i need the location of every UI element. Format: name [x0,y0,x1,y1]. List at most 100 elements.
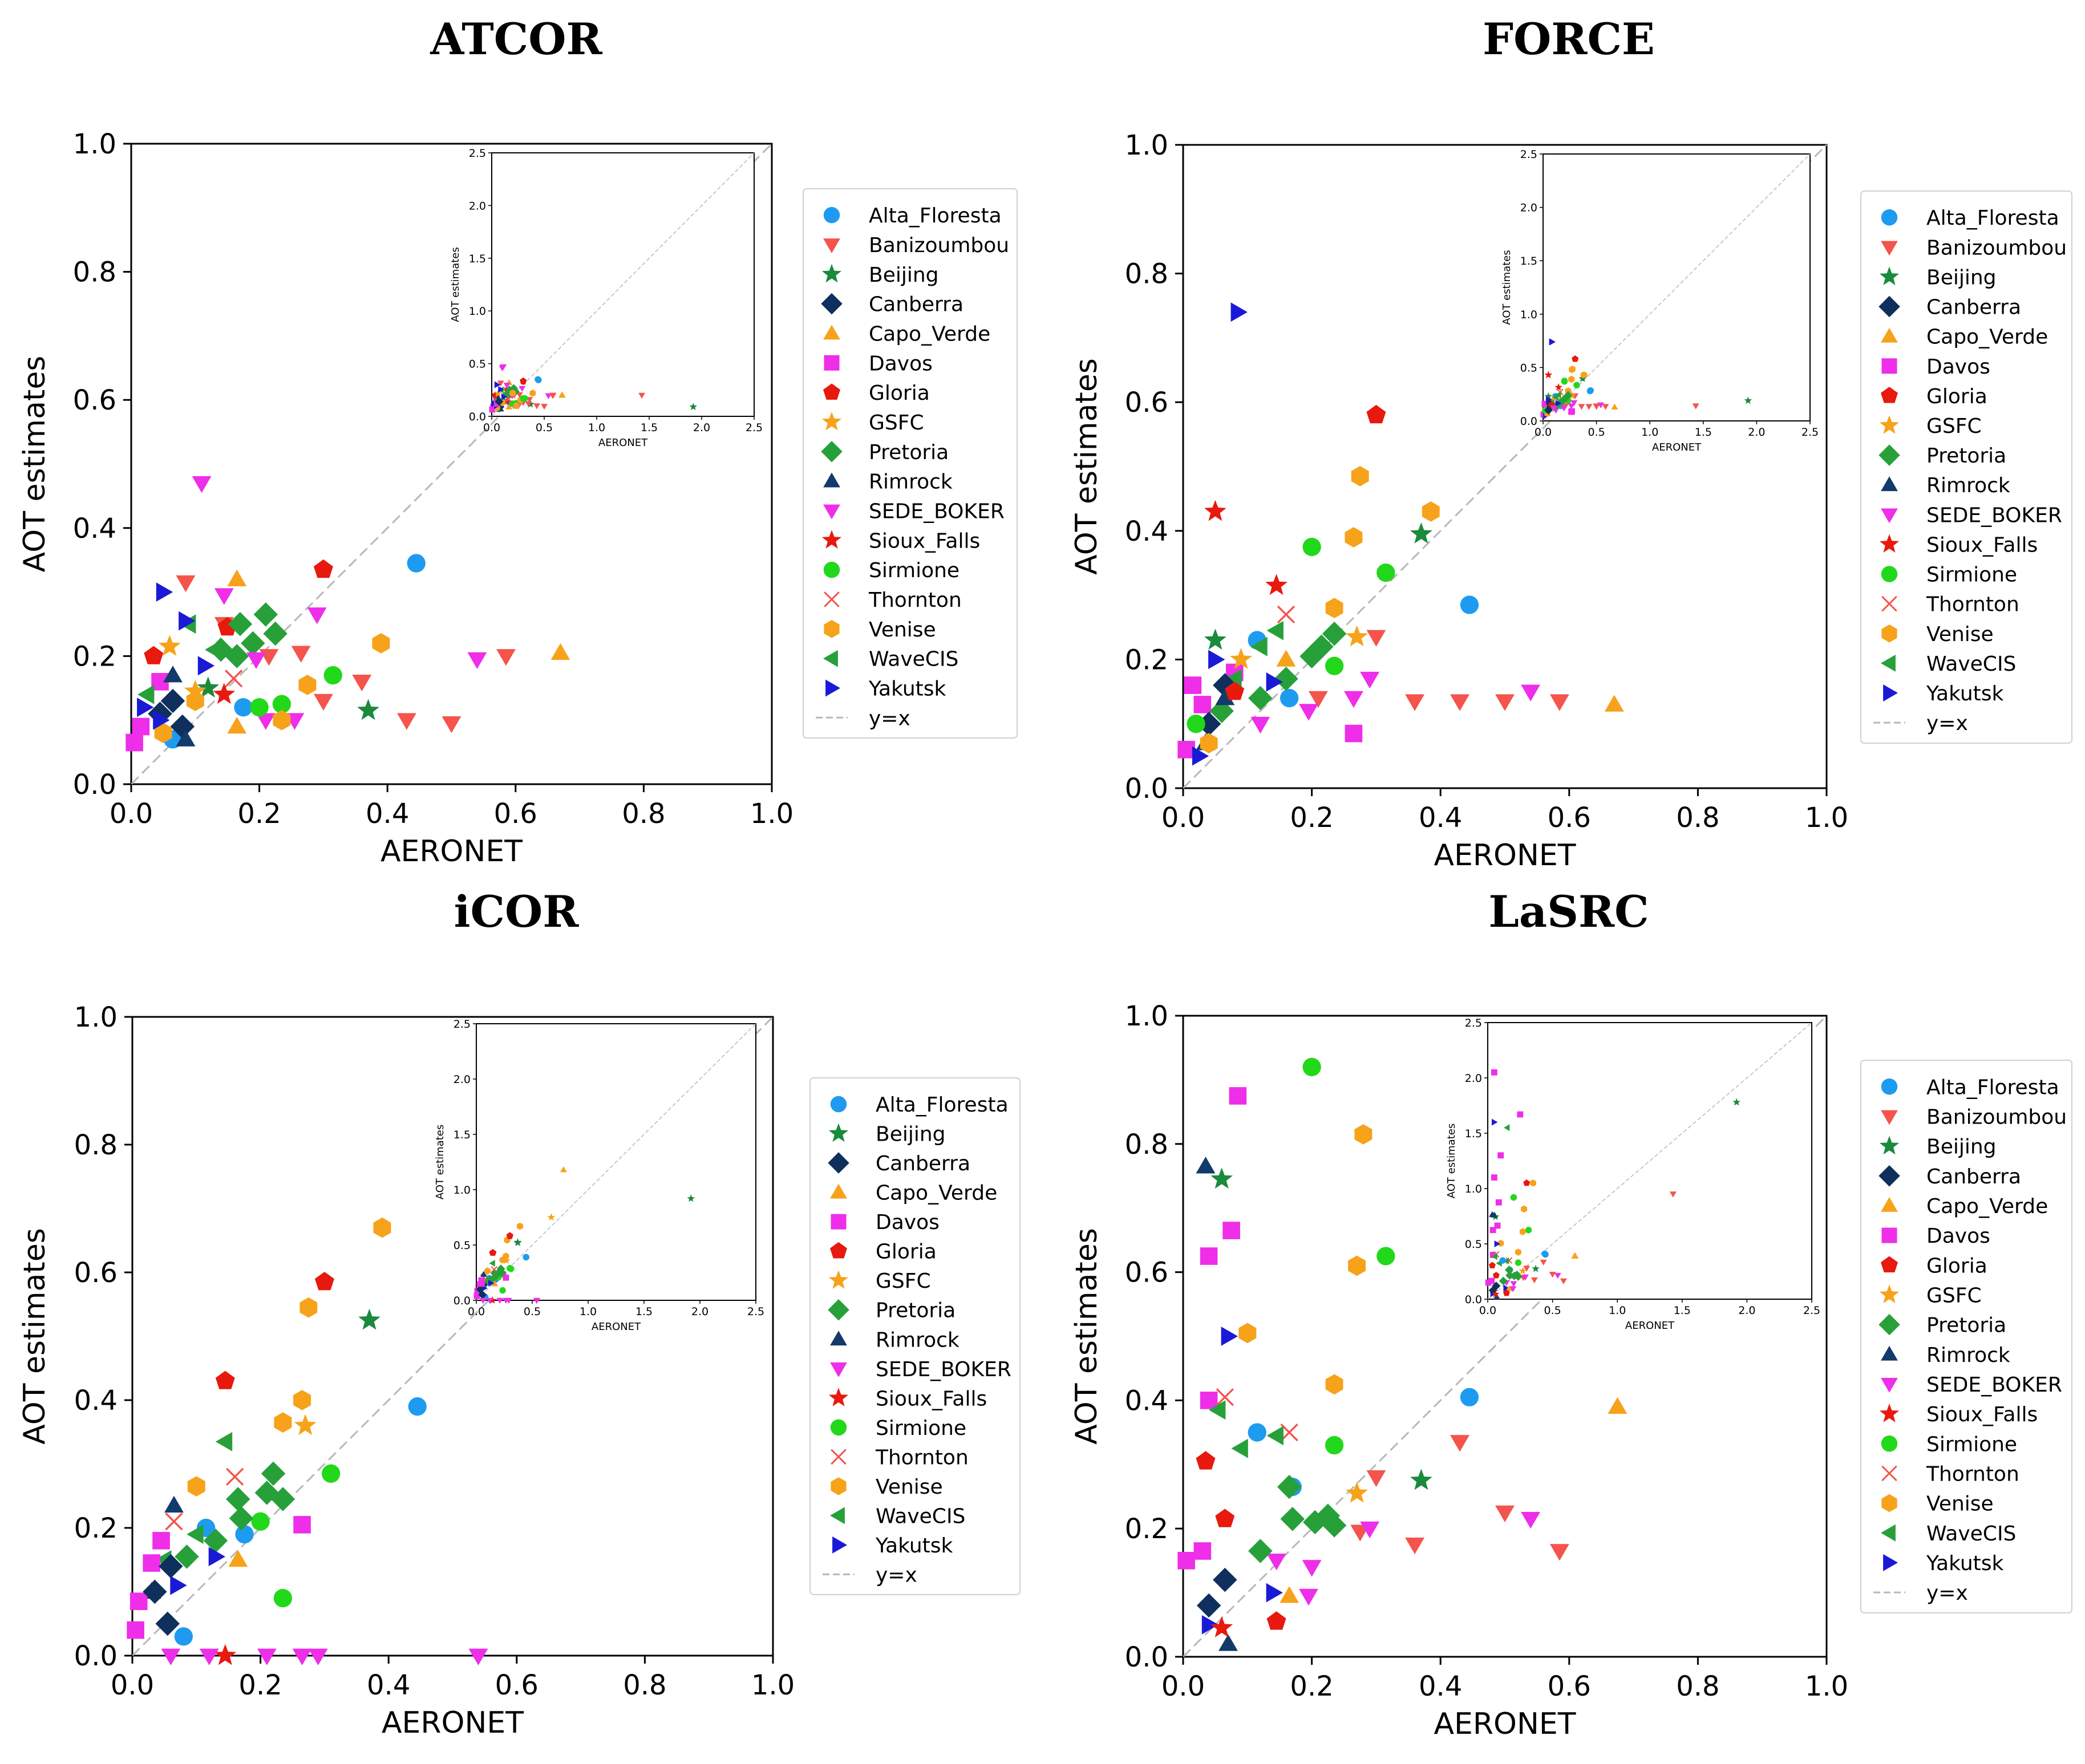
point-sede-boker [1344,691,1363,708]
inset-point-venise [499,1256,506,1264]
inset-point-canberra [478,1290,487,1299]
legend-entry-beijing: Beijing [1879,266,1997,289]
legend-marker-thornton [1881,1465,1897,1482]
legend-entry-rimrock: Rimrock [830,1328,959,1352]
data-points [1177,302,1624,766]
legend-entry-venise: Venise [824,618,936,642]
legend-entry-thornton: Thornton [824,589,962,612]
inset-point-sioux-falls [488,1296,497,1304]
inset-point-banizoumbou [1549,1272,1556,1278]
legend: Alta_Floresta Banizoumbou Beijing Canberra C… [803,188,1018,739]
legend-marker-sirmione [1881,566,1898,582]
legend-label: Gloria [1926,385,1987,408]
legend-marker-pretoria [1878,444,1900,466]
x-tick-label: 0.0 [110,798,153,830]
x-tick-label: 0.0 [111,1669,154,1701]
legend-marker-sirmione [823,561,840,578]
legend-marker-gloria [1881,1256,1898,1272]
point-banizoumbou [1366,630,1386,647]
legend-label: Capo_Verde [1926,326,2048,349]
inset-point-davos [1485,1279,1492,1286]
point-sirmione [1376,1247,1395,1266]
point-thornton [1216,1388,1234,1406]
point-canberra [155,1611,180,1636]
legend-marker-sede-boker [823,504,840,520]
inset-point-venise [517,1222,523,1230]
legend-marker-sirmione [830,1419,847,1436]
point-capo-verde [227,569,247,586]
point-venise [1351,466,1369,486]
inset-y-tick-label: 1.0 [469,305,486,318]
identity-line [131,1016,774,1657]
inset-point-davos [473,1292,480,1299]
point-capo-verde [550,643,570,660]
y-tick-label: 0.4 [74,1385,118,1417]
point-gloria [215,1370,235,1389]
inset-point-sede-boker [486,1297,493,1304]
inset-point-venise [529,390,536,397]
x-tick-label: 0.4 [1419,1670,1462,1702]
legend-label: Thornton [1926,593,2019,617]
inset-point-davos [1488,1278,1495,1284]
legend-marker-beijing [1879,266,1900,285]
legend-entry-pretoria: Pretoria [1878,1314,2006,1337]
point-gsfc [1346,1482,1368,1503]
point-sirmione [323,666,342,685]
inset-y-tick-label: 1.0 [454,1184,471,1197]
point-davos [1200,1247,1218,1265]
point-davos [1184,676,1202,694]
inset-point-rimrock [1491,1211,1498,1218]
legend-marker-gloria [823,383,840,400]
inset-point-wavecis [1504,1124,1510,1132]
point-banizoumbou [1549,1544,1569,1561]
point-venise [1238,1323,1257,1344]
inset-point-venise [513,402,520,409]
y-tick-label: 0.6 [1125,1257,1168,1289]
inset-x-tick-label: 1.5 [1695,426,1712,439]
x-axis-label: AERONET [382,1706,524,1740]
point-sioux-falls [1204,500,1226,521]
inset-point-venise [1568,375,1575,383]
legend-label: Yakutsk [868,677,946,700]
inset-point-banizoumbou [497,380,504,387]
point-venise [1325,598,1343,618]
inset-point-gsfc [547,1213,556,1221]
legend-entry-gloria: Gloria [830,1240,937,1264]
legend-marker-sirmione [1881,1435,1898,1452]
inset-y-tick-label: 2.5 [454,1018,471,1031]
inset-y-tick-label: 1.5 [454,1129,471,1141]
point-yakutsk [1266,672,1283,692]
point-pretoria [226,1487,250,1511]
inset-point-banizoumbou [1585,404,1593,410]
inset-x-axis-label: AERONET [1652,441,1702,453]
point-gloria [1266,1611,1286,1630]
y-tick-label: 0.2 [73,640,116,672]
chart-title: FORCE [1483,14,1655,64]
legend-entry-sioux-falls: Sioux_Falls [821,529,980,553]
inset-point-gloria [489,1249,497,1256]
y-tick-label: 0.0 [1125,1641,1168,1673]
inset-y-tick-label: 2.0 [454,1073,471,1086]
data-points [1177,1057,1627,1651]
inset-point-banizoumbou [516,392,523,399]
point-davos [1345,724,1363,743]
inset-point-capo-verde [558,392,566,398]
inset-x-tick-label: 1.0 [580,1305,597,1318]
point-capo-verde [1276,650,1296,667]
point-pretoria [1248,686,1273,711]
legend-entry-beijing: Beijing [821,263,939,287]
legend-marker-alta-floresta [830,1096,847,1113]
y-tick-label: 0.2 [74,1512,118,1544]
legend-label: Alta_Floresta [1926,1076,2059,1099]
point-canberra [1196,1593,1221,1618]
legend-label: Beijing [876,1123,946,1146]
inset-point-alta-floresta [1541,1250,1548,1258]
legend-entry-canberra: Canberra [1878,1165,2021,1189]
inset-point-banizoumbou [549,392,556,399]
point-gloria [144,646,164,664]
legend-entry-capo-verde: Capo_Verde [1881,326,2048,349]
legend-label: Pretoria [1926,444,2006,468]
point-banizoumbou [1495,1505,1515,1523]
legend-marker-wavecis [1881,1524,1896,1542]
legend-label: Davos [1926,355,1990,379]
